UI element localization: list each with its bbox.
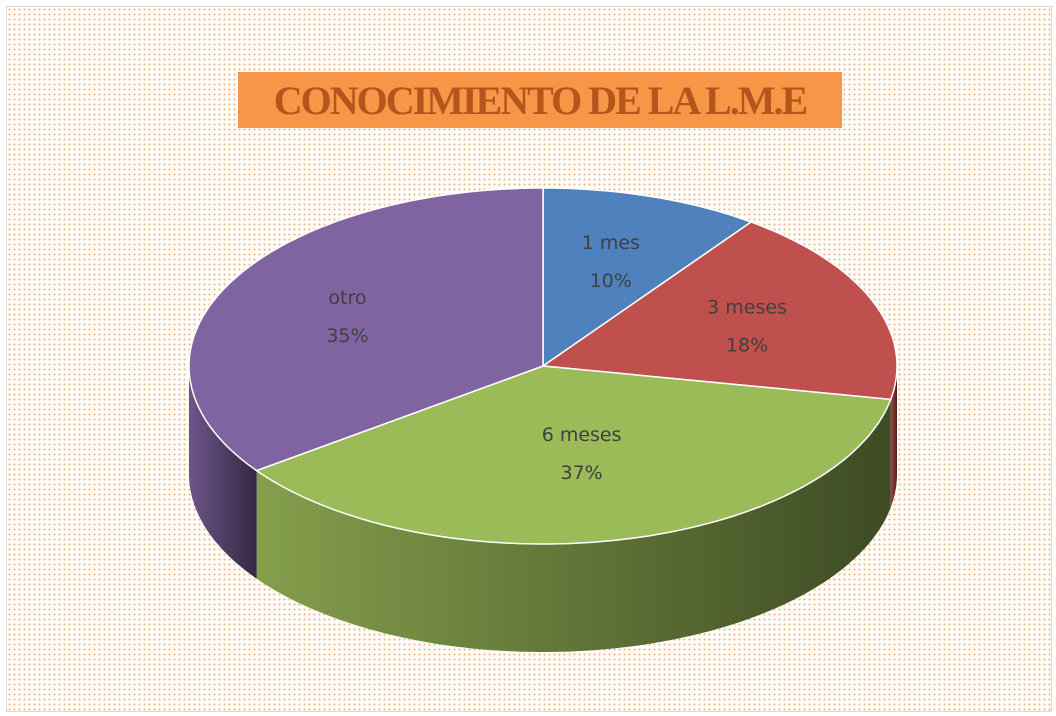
slice-side-shade xyxy=(890,366,897,508)
slice-category-label: 1 mes xyxy=(582,232,640,254)
slice xyxy=(540,221,898,401)
slice-category-label: 3 meses xyxy=(707,296,787,318)
slice-category-label: otro xyxy=(328,287,366,309)
slice-value-label: 35% xyxy=(326,325,368,347)
slice xyxy=(188,187,544,472)
slice xyxy=(254,365,892,545)
slice-side-shade xyxy=(189,366,257,579)
slice-value-label: 10% xyxy=(590,270,632,292)
slice-category-label: 6 meses xyxy=(542,424,622,446)
slice-value-label: 37% xyxy=(560,462,602,484)
slice-value-label: 18% xyxy=(726,334,768,356)
chart-title: CONOCIMIENTO DE LA L.M.E xyxy=(274,78,807,123)
slice xyxy=(542,187,753,368)
title-background xyxy=(238,72,842,128)
slice-side-shade xyxy=(256,399,891,652)
